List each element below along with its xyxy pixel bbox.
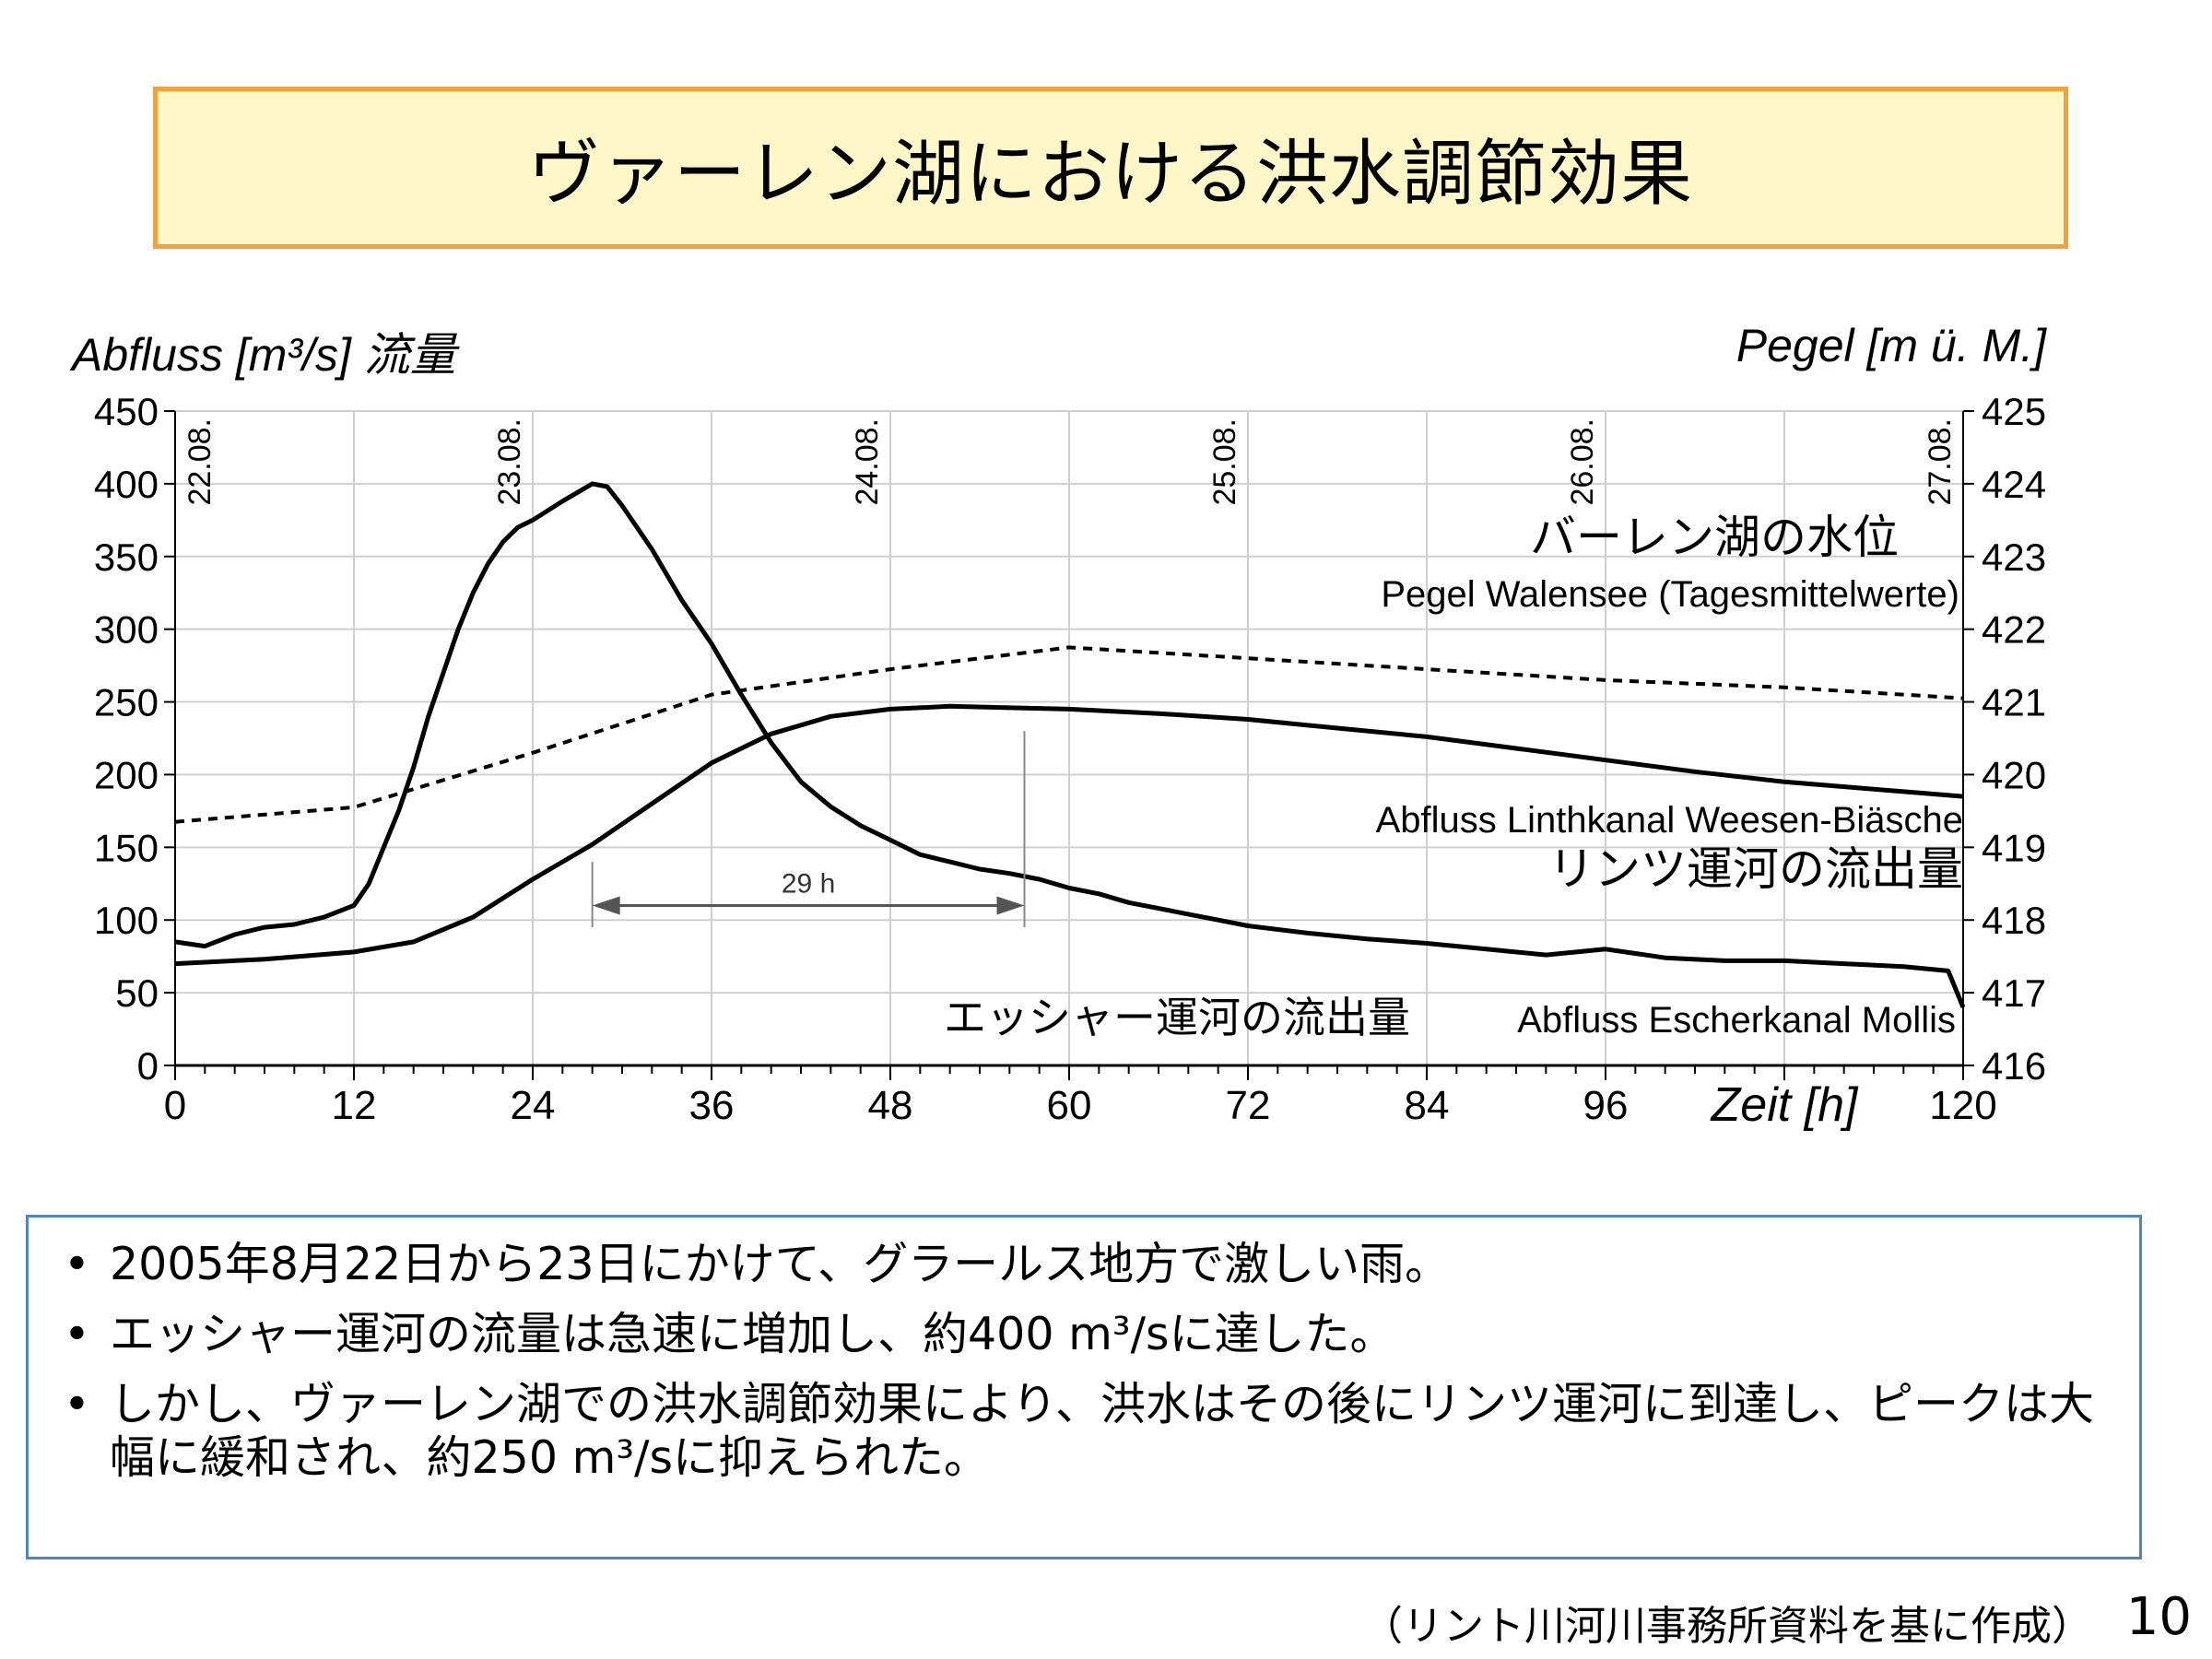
y-left-tick-label: 0: [137, 1044, 159, 1088]
series-line-2: [174, 645, 1964, 824]
annotation-arrow-head-left: [592, 896, 620, 915]
y-left-tick-label: 400: [94, 463, 159, 506]
slide-title: ヴァーレン湖における洪水調節効果: [527, 133, 1693, 216]
lake-level-label: Pegel Walensee (Tagesmittelwerte): [1381, 574, 1959, 615]
y-left-tick-label: 200: [94, 753, 159, 796]
x-tick-label: 24: [511, 1083, 556, 1128]
date-label: 23.08.: [492, 418, 527, 506]
x-tick-label: 96: [1583, 1083, 1629, 1128]
x-tick-label: 84: [1405, 1083, 1450, 1128]
source-note: （リント川河川事務所資料を基に作成）: [1362, 1603, 2092, 1650]
bullet-item: • エッシャー運河の流量は急速に増加し、約400 m³/sに達した。: [64, 1308, 1395, 1360]
flood-chart: 0 12 24 36 48 60 72 84 96 120 0 50 100 150 200 250 300 35…: [69, 320, 2047, 1132]
lake-level-label-jp: バーレン湖の水位: [1530, 512, 1899, 563]
y-left-tick-label: 50: [115, 971, 159, 1015]
y-left-tick-label: 100: [94, 899, 159, 942]
y-left-tick-label: 350: [94, 535, 159, 579]
x-axis-title: Zeit [h]: [1710, 1078, 1859, 1132]
date-label: 22.08.: [182, 418, 218, 506]
x-tick-label: 12: [332, 1083, 377, 1128]
slide-title-box: ヴァーレン湖における洪水調節効果: [153, 87, 2068, 249]
date-label: 27.08.: [1923, 418, 1958, 506]
bullet-list: • 2005年8月22日から23日にかけて、グラールス地方で激しい雨。 • エッシャ…: [56, 1238, 2112, 1485]
y-axis-right-title: Pegel [m ü. M.]: [1736, 320, 2047, 371]
y-right-tick-label: 419: [1982, 826, 2046, 869]
summary-box: • 2005年8月22日から23日にかけて、グラールス地方で激しい雨。 • エッシャ…: [26, 1215, 2142, 1559]
linth-label-jp: リンツ運河の流出量: [1548, 843, 1963, 895]
y-left-tick-label: 250: [94, 681, 159, 724]
bullet-text: 2005年8月22日から23日にかけて、グラールス地方で激しい雨。: [110, 1238, 1451, 1290]
y-right-tick-label: 421: [1982, 681, 2046, 724]
linth-label: Abfluss Linthkanal Weesen-Biäsche: [1376, 800, 1963, 841]
bullet-item: • 2005年8月22日から23日にかけて、グラールス地方で激しい雨。: [64, 1238, 1451, 1290]
y-right-tick-label: 416: [1982, 1044, 2046, 1088]
chart-series: [174, 481, 1966, 1008]
bullet-item: • しかし、ヴァーレン湖での洪水調節効果により、洪水はその後にリンツ運河に到達し、…: [64, 1378, 2095, 1484]
annotation-arrow-head-right: [996, 896, 1025, 915]
chart-grid: [174, 410, 1964, 1066]
date-label: 25.08.: [1207, 418, 1242, 506]
x-tick-label: 120: [1929, 1083, 1996, 1128]
series-line-1: [174, 703, 1964, 967]
chart-axes: 0 12 24 36 48 60 72 84 96 120 0 50 100 150 200 250 300 35…: [94, 390, 2046, 1128]
x-tick-label: 48: [868, 1083, 913, 1128]
escher-label: Abfluss Escherkanal Mollis: [1517, 1000, 1956, 1041]
y-right-tick-label: 422: [1982, 608, 2046, 652]
x-tick-label: 72: [1226, 1083, 1271, 1128]
chart-labels: Abfluss [m³/s] 流量 Pegel [m ü. M.] Zeit [h]…: [69, 320, 2047, 1132]
bullet-text: エッシャー運河の流量は急速に増加し、約400 m³/sに達した。: [110, 1308, 1395, 1360]
date-label: 24.08.: [850, 418, 885, 506]
x-tick-label: 60: [1047, 1083, 1092, 1128]
y-right-tick-label: 420: [1982, 753, 2046, 796]
y-right-tick-label: 423: [1982, 535, 2046, 579]
date-label: 26.08.: [1565, 418, 1600, 506]
bullet-text: しかし、ヴァーレン湖での洪水調節効果により、洪水はその後にリンツ運河に到達し、ピ…: [110, 1378, 2095, 1484]
series-line-0: [174, 481, 1966, 1008]
y-right-tick-label: 417: [1982, 971, 2046, 1015]
y-axis-left-title: Abfluss [m³/s] 流量: [69, 329, 460, 381]
y-right-tick-label: 418: [1982, 899, 2046, 942]
page-number: 10: [2125, 1587, 2192, 1647]
y-right-tick-label: 425: [1982, 390, 2046, 433]
y-left-tick-label: 300: [94, 608, 159, 652]
y-left-tick-label: 450: [94, 390, 159, 433]
x-tick-label: 0: [164, 1083, 186, 1128]
y-left-tick-label: 150: [94, 826, 159, 869]
escher-label-jp: エッシャー運河の流出量: [944, 994, 1410, 1041]
annotation-label: 29 h: [782, 868, 835, 899]
y-right-tick-label: 424: [1982, 463, 2046, 506]
x-tick-label: 36: [689, 1083, 735, 1128]
